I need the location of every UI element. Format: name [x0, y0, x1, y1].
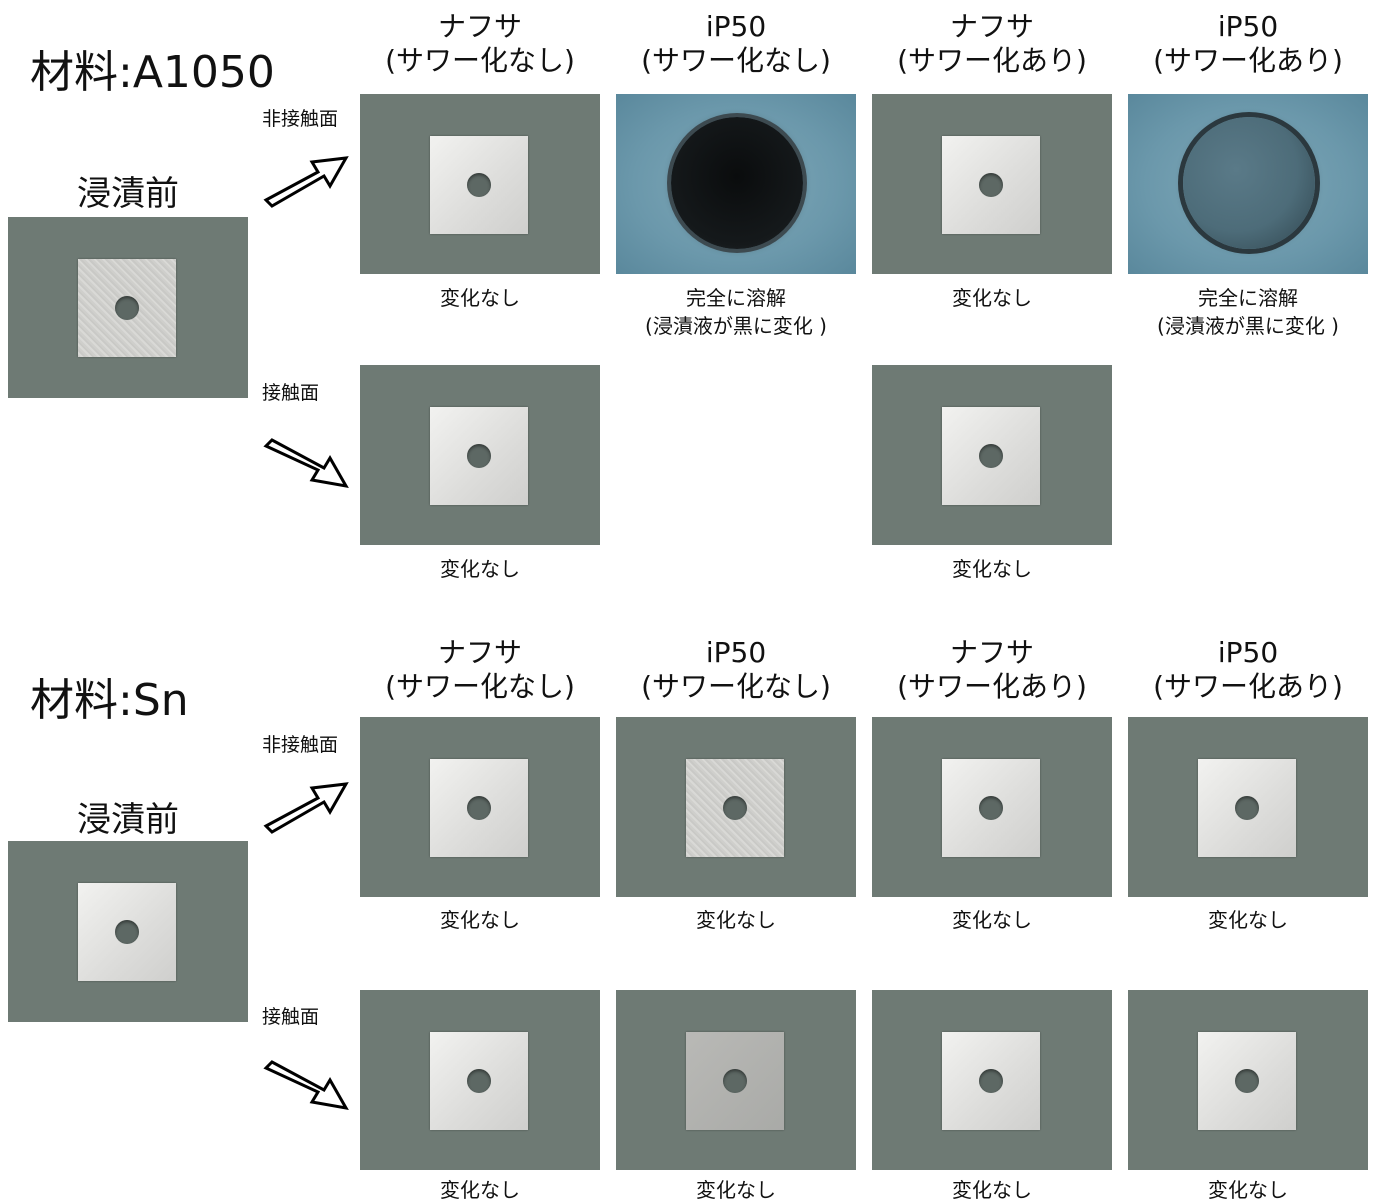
- plate-hole: [723, 1069, 747, 1093]
- arrow-up-right-icon: [263, 782, 349, 834]
- sample-plate: [942, 407, 1040, 505]
- result-caption: 変化なし: [952, 557, 1032, 581]
- column-header: ナフサ (サワー化あり): [897, 636, 1087, 703]
- photo-naphtha-sour-noncontact: [872, 94, 1112, 274]
- section-title-sn: 材料:Sn: [30, 675, 189, 726]
- photo-ip50-sour-noncontact: [1128, 94, 1368, 274]
- photo-naphtha-non-sour-contact: [360, 990, 600, 1170]
- row-label-contact: 接触面: [262, 1006, 320, 1028]
- result-caption: 変化なし: [1208, 908, 1288, 932]
- plate-hole: [723, 796, 747, 820]
- dissolved-solution-disk: [1183, 117, 1315, 249]
- column-header: ナフサ (サワー化あり): [897, 10, 1087, 77]
- plate-hole: [979, 444, 1003, 468]
- sample-plate: [78, 883, 176, 981]
- result-caption: 変化なし: [1208, 1178, 1288, 1202]
- photo-naphtha-sour-contact: [872, 990, 1112, 1170]
- sample-plate: [430, 1032, 528, 1130]
- sample-plate: [1198, 1032, 1296, 1130]
- arrow-down-right-icon: [263, 438, 349, 489]
- plate-hole: [979, 173, 1003, 197]
- before-immersion-photo: [8, 841, 248, 1022]
- result-caption: 変化なし: [696, 1178, 776, 1202]
- plate-hole: [1235, 796, 1259, 820]
- sample-plate: [942, 136, 1040, 234]
- section-title-a1050: 材料:A1050: [30, 47, 275, 98]
- plate-hole: [467, 173, 491, 197]
- row-label-noncontact: 非接触面: [262, 108, 339, 130]
- sample-plate: [686, 1032, 784, 1130]
- plate-hole: [979, 796, 1003, 820]
- sample-plate: [942, 759, 1040, 857]
- result-caption: 変化なし: [440, 1178, 520, 1202]
- photo-ip50-non-sour-noncontact: [616, 94, 856, 274]
- sample-plate: [1198, 759, 1296, 857]
- result-caption: 変化なし: [440, 908, 520, 932]
- photo-naphtha-non-sour-contact: [360, 365, 600, 545]
- photo-ip50-non-sour-noncontact: [616, 717, 856, 897]
- column-header: ナフサ (サワー化なし): [385, 10, 575, 77]
- photo-naphtha-sour-contact: [872, 365, 1112, 545]
- result-caption: 変化なし: [440, 557, 520, 581]
- sample-plate: [686, 759, 784, 857]
- photo-naphtha-sour-noncontact: [872, 717, 1112, 897]
- photo-naphtha-non-sour-noncontact: [360, 717, 600, 897]
- column-header: iP50 (サワー化あり): [1153, 10, 1343, 77]
- sample-plate: [430, 407, 528, 505]
- result-caption: 変化なし: [952, 1178, 1032, 1202]
- before-immersion-label: 浸漬前: [77, 800, 179, 840]
- sample-plate: [78, 259, 176, 357]
- before-immersion-photo: [8, 217, 248, 398]
- photo-ip50-sour-contact: [1128, 990, 1368, 1170]
- arrow-down-right-icon: [263, 1060, 349, 1111]
- column-header: iP50 (サワー化なし): [641, 636, 831, 703]
- result-caption: 完全に溶解 (浸漬液が黒に変化 ): [645, 286, 827, 338]
- plate-hole: [979, 1069, 1003, 1093]
- before-immersion-label: 浸漬前: [77, 174, 179, 214]
- sample-plate: [942, 1032, 1040, 1130]
- plate-hole: [115, 296, 139, 320]
- column-header: iP50 (サワー化あり): [1153, 636, 1343, 703]
- sample-plate: [430, 759, 528, 857]
- plate-hole: [467, 444, 491, 468]
- result-caption: 変化なし: [952, 286, 1032, 310]
- row-label-noncontact: 非接触面: [262, 734, 339, 756]
- plate-hole: [467, 796, 491, 820]
- sample-plate: [430, 136, 528, 234]
- photo-ip50-sour-noncontact: [1128, 717, 1368, 897]
- column-header: ナフサ (サワー化なし): [385, 636, 575, 703]
- result-caption: 変化なし: [952, 908, 1032, 932]
- column-header: iP50 (サワー化なし): [641, 10, 831, 77]
- plate-hole: [1235, 1069, 1259, 1093]
- photo-naphtha-non-sour-noncontact: [360, 94, 600, 274]
- photo-ip50-non-sour-contact: [616, 990, 856, 1170]
- arrow-up-right-icon: [263, 156, 349, 208]
- row-label-contact: 接触面: [262, 382, 320, 404]
- plate-hole: [467, 1069, 491, 1093]
- plate-hole: [115, 920, 139, 944]
- dissolved-solution-disk: [671, 117, 803, 249]
- result-caption: 完全に溶解 (浸漬液が黒に変化 ): [1157, 286, 1339, 338]
- result-caption: 変化なし: [440, 286, 520, 310]
- result-caption: 変化なし: [696, 908, 776, 932]
